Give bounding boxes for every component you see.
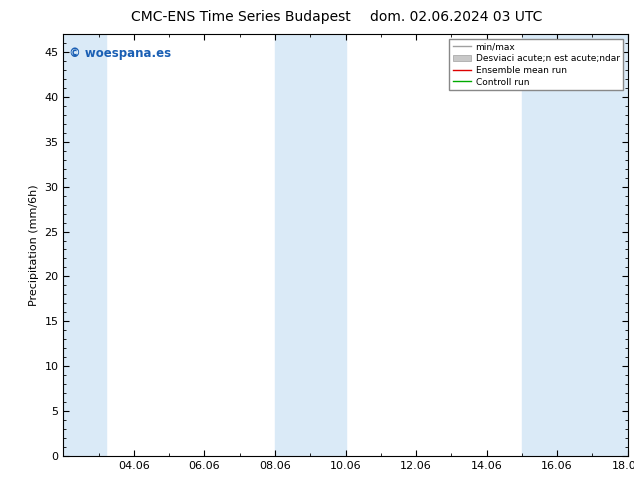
Bar (522, 34, 628, 456)
Text: © woespana.es: © woespana.es (69, 47, 171, 60)
Text: dom. 02.06.2024 03 UTC: dom. 02.06.2024 03 UTC (370, 10, 543, 24)
Text: CMC-ENS Time Series Budapest: CMC-ENS Time Series Budapest (131, 10, 351, 24)
Y-axis label: Precipitation (mm/6h): Precipitation (mm/6h) (29, 184, 39, 306)
Legend: min/max, Desviaci acute;n est acute;ndar, Ensemble mean run, Controll run: min/max, Desviaci acute;n est acute;ndar… (450, 39, 623, 90)
Bar (275, 34, 346, 456)
Bar (63, 34, 106, 456)
